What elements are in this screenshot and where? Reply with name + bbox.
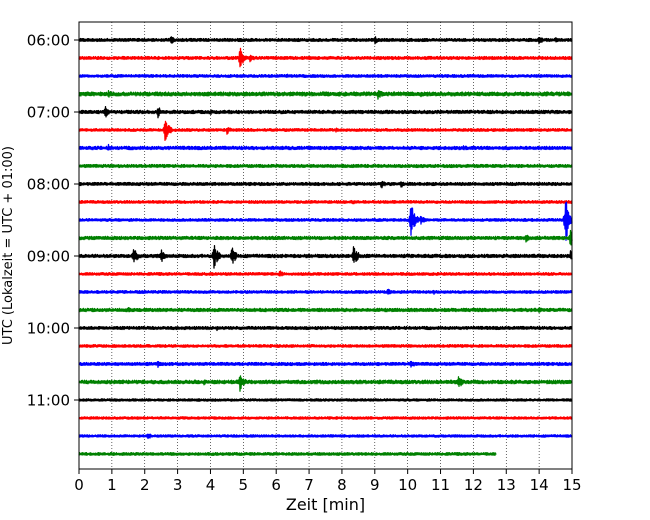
x-tick-label-13: 13 <box>497 476 516 494</box>
plot-frame <box>78 21 573 470</box>
x-tick-label-0: 0 <box>74 476 84 494</box>
trace-0615 <box>78 47 573 68</box>
y-axis-ticks: 06:00 07:00 08:00 09:00 10:00 11:00 <box>27 32 79 410</box>
x-axis-label: Zeit [min] <box>286 495 365 514</box>
x-tick-label-4: 4 <box>206 476 216 494</box>
x-tick-label-11: 11 <box>431 476 450 494</box>
trace-0845 <box>78 229 573 246</box>
trace-1030 <box>78 360 573 368</box>
trace-1115 <box>78 416 573 420</box>
x-tick-label-2: 2 <box>140 476 150 494</box>
y-tick-label-0600: 06:00 <box>27 32 70 50</box>
trace-0830 <box>78 201 573 241</box>
trace-0930 <box>78 288 573 295</box>
trace-0815 <box>78 199 573 205</box>
vertical-grid-lines <box>111 22 540 469</box>
trace-0715 <box>78 120 573 142</box>
trace-0915 <box>78 270 573 277</box>
trace-0800 <box>78 180 573 189</box>
trace-0900 <box>78 244 573 269</box>
x-tick-label-10: 10 <box>398 476 417 494</box>
y-tick-label-0800: 08:00 <box>27 176 70 194</box>
trace-1000 <box>78 325 573 332</box>
x-tick-label-3: 3 <box>173 476 183 494</box>
trace-1015 <box>78 344 573 348</box>
trace-1130 <box>78 433 573 440</box>
trace-1145 <box>78 452 497 456</box>
y-axis-label: UTC (Lokalzeit = UTC + 01:00) <box>1 146 16 345</box>
x-tick-label-9: 9 <box>370 476 380 494</box>
trace-0745 <box>78 163 573 169</box>
x-tick-label-15: 15 <box>562 476 581 494</box>
trace-0645 <box>78 90 573 100</box>
x-tick-label-1: 1 <box>107 476 117 494</box>
x-tick-label-12: 12 <box>464 476 483 494</box>
x-tick-label-14: 14 <box>530 476 549 494</box>
trace-0700 <box>78 105 573 119</box>
y-tick-label-1100: 11:00 <box>27 392 70 410</box>
x-tick-label-5: 5 <box>239 476 249 494</box>
trace-1100 <box>78 398 573 402</box>
x-axis-ticks: 0 1 2 3 4 5 6 7 8 9 10 11 12 13 14 15 <box>74 469 582 494</box>
trace-0730 <box>78 143 573 151</box>
seismic-traces <box>78 36 573 456</box>
trace-0630 <box>78 73 573 78</box>
trace-0945 <box>78 307 573 313</box>
y-tick-label-0900: 09:00 <box>27 248 70 266</box>
x-tick-label-6: 6 <box>271 476 281 494</box>
x-tick-label-8: 8 <box>337 476 347 494</box>
trace-1045 <box>78 375 573 392</box>
x-tick-label-7: 7 <box>304 476 314 494</box>
trace-0600 <box>78 36 573 45</box>
y-tick-label-1000: 10:00 <box>27 320 70 338</box>
y-tick-label-0700: 07:00 <box>27 104 70 122</box>
